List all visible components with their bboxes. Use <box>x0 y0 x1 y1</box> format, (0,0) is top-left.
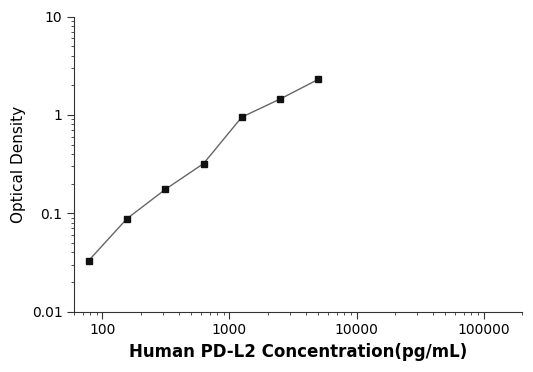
X-axis label: Human PD-L2 Concentration(pg/mL): Human PD-L2 Concentration(pg/mL) <box>129 343 467 361</box>
Y-axis label: Optical Density: Optical Density <box>11 106 26 222</box>
